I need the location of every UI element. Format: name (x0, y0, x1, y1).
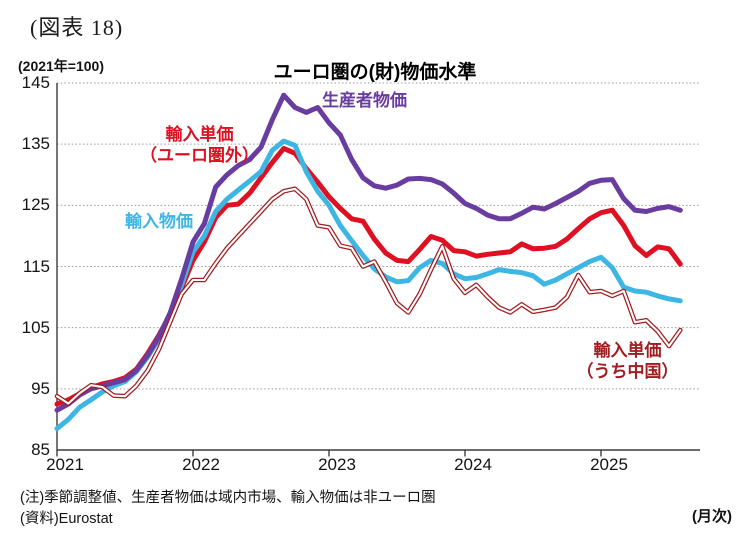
x-tick-label: 2025 (590, 455, 628, 474)
line-生産者物価 (54, 92, 683, 413)
y-tick-label: 115 (22, 256, 50, 276)
figure-caption: (図表 18) (30, 15, 124, 40)
y-axis-unit-label: (2021年=100) (18, 58, 105, 74)
y-tick-label: 85 (31, 440, 50, 459)
footnote-source: (資料)Eurostat (20, 511, 113, 527)
series-label-text: 輸入単価 (593, 341, 662, 360)
footnote-method: (注)季節調整値、生産者物価は域内市場、輸入物価は非ユーロ圏 (20, 490, 436, 506)
series-label-producer-prices: 生産者物価 (322, 90, 407, 111)
series-label-import-unit-ex-euro: 輸入単価 （ユーロ圏外） (117, 124, 282, 166)
series-label-text: 輸入単価 (165, 125, 234, 144)
y-tick-label: 125 (21, 195, 50, 215)
line-inner-white-輸入単価（うち中国） (55, 187, 682, 405)
x-tick-label: 2023 (318, 455, 356, 474)
y-tick-label: 135 (21, 134, 50, 154)
frequency-label: (月次) (692, 508, 732, 525)
x-tick-label: 2021 (46, 455, 84, 474)
chart-title: ユーロ圏の(財)物価水準 (273, 62, 477, 83)
x-tick-label: 2024 (454, 455, 492, 474)
series-label-text: 生産者物価 (322, 91, 407, 110)
series-label-import-unit-china: 輸入単価 （うち中国） (545, 340, 710, 382)
series-label-text: （ユーロ圏外） (140, 146, 259, 165)
y-tick-label: 145 (21, 73, 50, 92)
series-label-text: 輸入物価 (125, 212, 193, 231)
x-tick-label: 2022 (182, 455, 220, 474)
y-tick-label: 95 (31, 378, 50, 398)
series-label-import-prices: 輸入物価 (125, 211, 193, 232)
y-tick-label: 105 (21, 317, 50, 337)
series-label-text: （うち中国） (576, 362, 679, 381)
